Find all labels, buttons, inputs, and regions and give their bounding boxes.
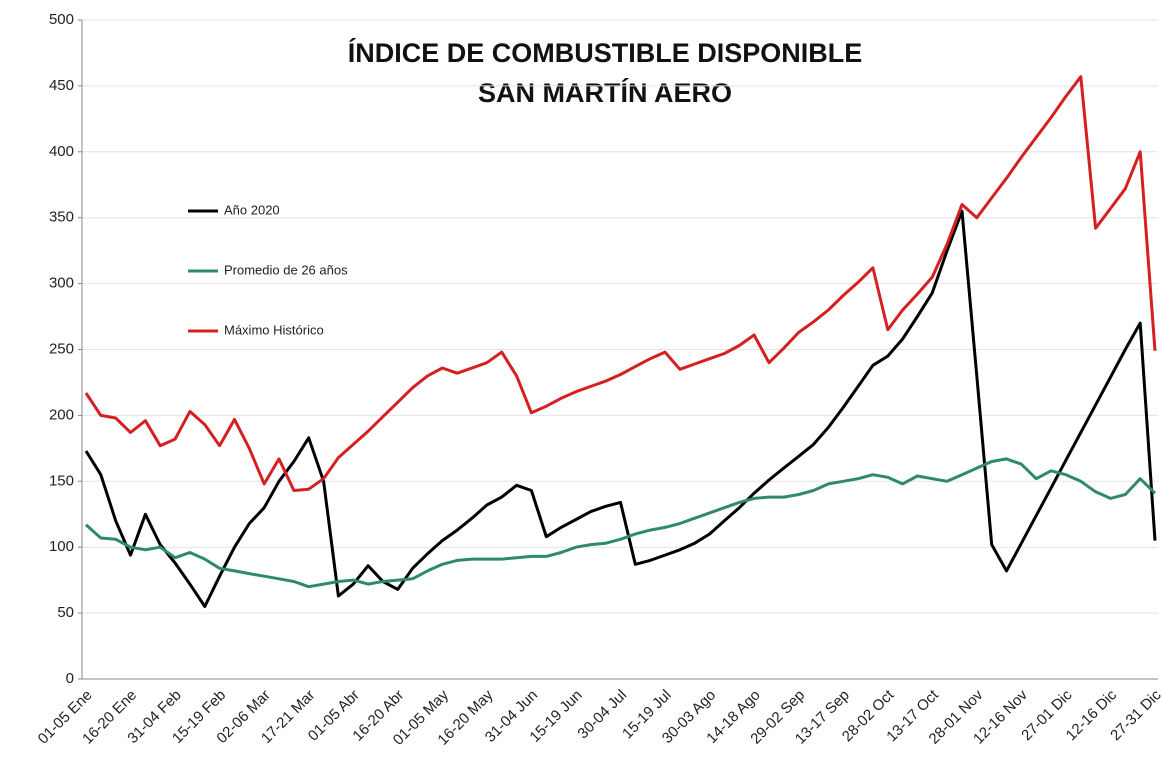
legend-label: Año 2020 <box>224 202 280 217</box>
y-tick-label: 100 <box>49 538 74 555</box>
y-tick-label: 250 <box>49 340 74 357</box>
y-tick-label: 500 <box>49 11 74 28</box>
chart-title: SAN MARTÍN AERO <box>478 77 732 108</box>
series-line <box>84 209 1157 608</box>
series-line <box>85 457 1157 589</box>
y-tick-label: 350 <box>49 209 74 226</box>
y-tick-label: 0 <box>66 670 74 687</box>
y-tick-label: 450 <box>49 77 74 94</box>
chart-title: ÍNDICE DE COMBUSTIBLE DISPONIBLE <box>348 37 863 68</box>
y-tick-label: 200 <box>49 406 74 423</box>
legend-label: Máximo Histórico <box>224 322 324 337</box>
legend-label: Promedio de 26 años <box>224 262 348 277</box>
y-tick-label: 50 <box>57 604 74 621</box>
y-tick-label: 300 <box>49 275 74 292</box>
y-tick-label: 400 <box>49 143 74 160</box>
series-line <box>84 75 1157 492</box>
y-tick-label: 150 <box>49 472 74 489</box>
